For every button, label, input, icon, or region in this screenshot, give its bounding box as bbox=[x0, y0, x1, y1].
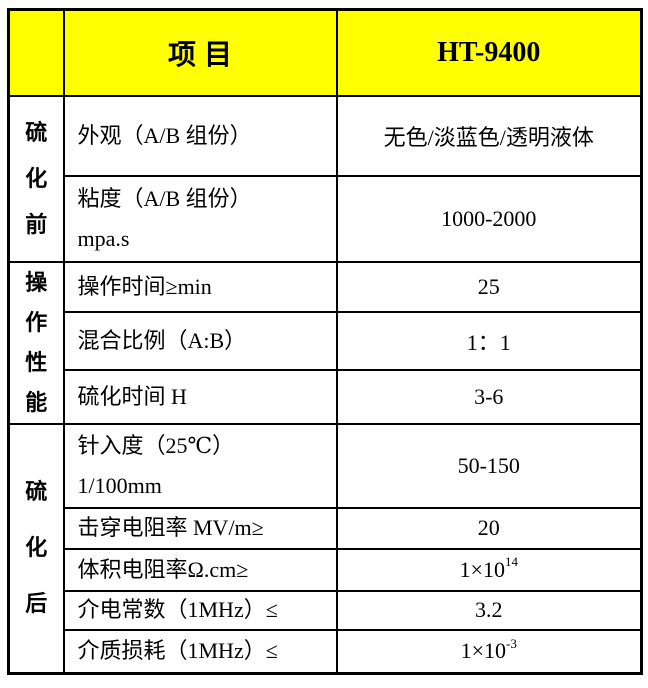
table-row: 击穿电阻率 MV/m≥ 20 bbox=[9, 506, 643, 550]
param-cell: 介质损耗（1MHz）≤ bbox=[62, 628, 338, 675]
param-line-1: 针入度（25℃） bbox=[77, 432, 235, 458]
value-cell: 1：1 bbox=[335, 311, 643, 371]
param-cell: 击穿电阻率 MV/m≥ bbox=[62, 506, 338, 550]
header-corner-cell bbox=[7, 8, 65, 97]
param-line-1: 粘度（A/B 组份） bbox=[77, 185, 252, 211]
param-cell: 粘度（A/B 组份） mpa.s bbox=[62, 174, 338, 263]
table-row: 介电常数（1MHz）≤ 3.2 bbox=[9, 589, 643, 631]
table-row: 混合比例（A:B） 1：1 bbox=[9, 311, 643, 371]
group-label-pre-cure: 硫化前 bbox=[7, 94, 65, 263]
value-base: 1×10 bbox=[460, 638, 507, 664]
group-label-text: 硫化后 bbox=[25, 479, 48, 617]
group-label-handling: 操作性能 bbox=[7, 260, 65, 425]
group-label-post-cure: 硫化后 bbox=[7, 422, 65, 675]
param-cell: 针入度（25℃） 1/100mm bbox=[62, 422, 338, 509]
value-cell: 3-6 bbox=[335, 368, 643, 425]
spec-table: 项目 HT-9400 硫化前 外观（A/B 组份） 无色/淡蓝色/透明液体 粘度… bbox=[7, 8, 643, 675]
table-row: 硫化后 针入度（25℃） 1/100mm 50-150 bbox=[7, 422, 643, 675]
header-row: 项目 HT-9400 bbox=[7, 8, 643, 97]
table-row: 硫化时间 H 3-6 bbox=[9, 368, 643, 425]
value-cell: 无色/淡蓝色/透明液体 bbox=[335, 94, 643, 177]
param-line-2: 1/100mm bbox=[77, 472, 162, 498]
table-row: 粘度（A/B 组份） mpa.s 1000-2000 bbox=[9, 174, 643, 263]
value-superscript: 14 bbox=[504, 554, 518, 570]
value-cell: 1×1014 bbox=[335, 547, 643, 592]
value-cell: 1000-2000 bbox=[335, 174, 643, 263]
param-cell: 操作时间≥min bbox=[62, 260, 338, 314]
value-base: 1×10 bbox=[459, 556, 505, 582]
value-cell: 20 bbox=[335, 506, 643, 550]
param-cell: 混合比例（A:B） bbox=[62, 311, 338, 371]
param-line-2: mpa.s bbox=[77, 225, 130, 251]
header-item-label: 项目 bbox=[62, 8, 338, 97]
value-cell: 25 bbox=[335, 260, 643, 314]
value-cell: 50-150 bbox=[335, 422, 643, 509]
param-cell: 硫化时间 H bbox=[62, 368, 338, 425]
table-row: 硫化前 外观（A/B 组份） 无色/淡蓝色/透明液体 bbox=[7, 94, 643, 263]
table-row: 操作性能 操作时间≥min 25 bbox=[7, 260, 643, 425]
param-cell: 介电常数（1MHz）≤ bbox=[62, 589, 338, 631]
value-superscript: -3 bbox=[506, 635, 517, 651]
table-row: 体积电阻率Ω.cm≥ 1×1014 bbox=[9, 547, 643, 592]
param-cell: 体积电阻率Ω.cm≥ bbox=[62, 547, 338, 592]
param-cell: 外观（A/B 组份） bbox=[62, 94, 338, 177]
value-cell: 1×10-3 bbox=[335, 628, 643, 675]
value-cell: 3.2 bbox=[335, 589, 643, 631]
header-product-label: HT-9400 bbox=[335, 8, 643, 97]
group-label-text: 硫化前 bbox=[25, 119, 48, 237]
table-row: 介质损耗（1MHz）≤ 1×10-3 bbox=[9, 628, 643, 675]
group-label-text: 操作性能 bbox=[25, 269, 48, 415]
